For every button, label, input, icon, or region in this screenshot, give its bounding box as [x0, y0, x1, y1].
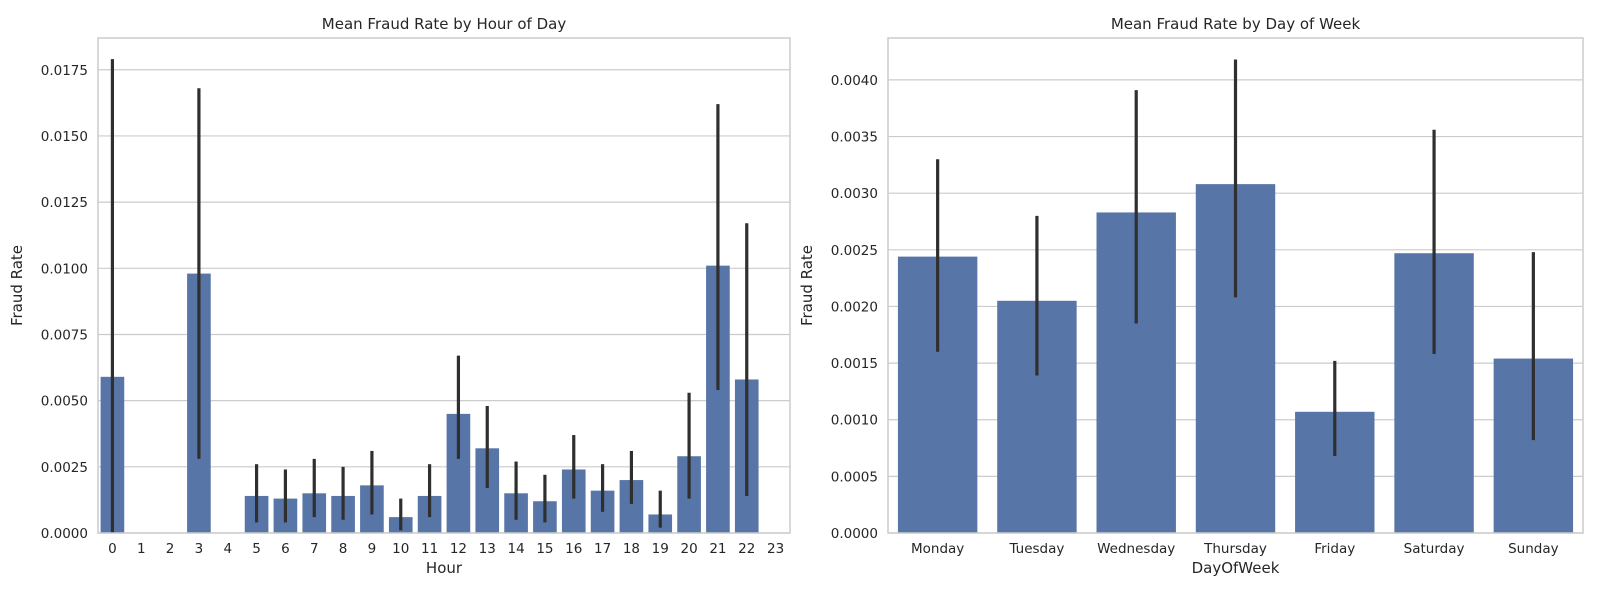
hour-bar	[706, 265, 730, 533]
hour-bar	[475, 448, 500, 533]
hour-chart-title: Mean Fraud Rate by Hour of Day	[322, 15, 567, 33]
day-ytick-label: 0.0030	[831, 186, 878, 202]
hour-xtick-label: 19	[652, 541, 669, 557]
day-xtick-label: Friday	[1314, 541, 1355, 557]
hour-ytick-label: 0.0075	[41, 327, 88, 343]
day-chart-panel: 0.0000 0.0005 0.0010 0.0015 0.0020 0.0025 0.00…	[798, 15, 1584, 577]
day-xtick-label: Wednesday	[1097, 541, 1175, 557]
hour-ytick-label: 0.0150	[41, 129, 88, 145]
hour-xtick-label: 14	[507, 541, 524, 557]
day-chart-title: Mean Fraud Rate by Day of Week	[1111, 15, 1361, 33]
hour-xtick-label: 7	[310, 541, 319, 557]
hour-ytick-label: 0.0100	[41, 261, 88, 277]
hour-bar	[561, 469, 586, 533]
hour-xtick-label: 16	[565, 541, 582, 557]
day-ytick-label: 0.0015	[831, 356, 878, 372]
hour-xtick-label: 10	[392, 541, 409, 557]
day-chart-xlabel: DayOfWeek	[1192, 559, 1280, 577]
hour-bar	[446, 413, 471, 533]
hour-xtick-label: 6	[281, 541, 290, 557]
hour-xtick-label: 17	[594, 541, 611, 557]
day-ytick-label: 0.0020	[831, 299, 878, 315]
hour-xtick-label: 13	[479, 541, 496, 557]
hour-xtick-label: 20	[680, 541, 697, 557]
hour-bar	[619, 480, 644, 533]
day-chart-ylabel: Fraud Rate	[798, 245, 816, 326]
hour-xtick-label: 12	[450, 541, 467, 557]
hour-xtick-label: 9	[368, 541, 377, 557]
hour-xtick-label: 5	[252, 541, 261, 557]
hour-ytick-label: 0.0125	[41, 195, 88, 211]
day-ytick-label: 0.0040	[831, 73, 878, 89]
hour-ytick-label: 0.0025	[41, 460, 88, 476]
hour-xtick-label: 0	[108, 541, 117, 557]
hour-ytick-label: 0.0050	[41, 394, 88, 410]
day-axes-frame	[887, 37, 1584, 534]
hour-xtick-label: 8	[339, 541, 348, 557]
hour-xtick-label: 22	[738, 541, 755, 557]
day-ytick-label: 0.0025	[831, 243, 878, 259]
hour-xtick-label: 18	[623, 541, 640, 557]
day-ytick-label: 0.0000	[831, 526, 878, 542]
hour-plot-area	[98, 38, 790, 533]
hour-xtick-label: 3	[195, 541, 204, 557]
hour-xtick-label: 23	[767, 541, 784, 557]
hour-xtick-label: 15	[536, 541, 553, 557]
day-ytick-label: 0.0010	[831, 413, 878, 429]
hour-chart-panel: 0.0000 0.0025 0.0050 0.0075 0.0100 0.0125 0.01…	[8, 15, 791, 577]
hour-xtick-label: 2	[166, 541, 175, 557]
hour-axes-frame	[97, 37, 791, 534]
day-xtick-label: Thursday	[1203, 541, 1267, 557]
hour-ytick-label: 0.0000	[41, 526, 88, 542]
hour-xtick-label: 21	[709, 541, 726, 557]
hour-xtick-label: 11	[421, 541, 438, 557]
hour-xtick-label: 1	[137, 541, 146, 557]
day-xtick-label: Tuesday	[1008, 541, 1064, 557]
hour-ytick-label: 0.0175	[41, 63, 88, 79]
hour-chart-xlabel: Hour	[426, 559, 463, 577]
hour-xtick-label: 4	[223, 541, 232, 557]
day-ytick-label: 0.0005	[831, 469, 878, 485]
day-xtick-label: Monday	[911, 541, 964, 557]
hour-bar	[590, 490, 615, 533]
day-xtick-label: Sunday	[1508, 541, 1559, 557]
day-ytick-label: 0.0035	[831, 130, 878, 146]
hour-chart-ylabel: Fraud Rate	[8, 245, 26, 326]
day-xtick-label: Saturday	[1404, 541, 1465, 557]
